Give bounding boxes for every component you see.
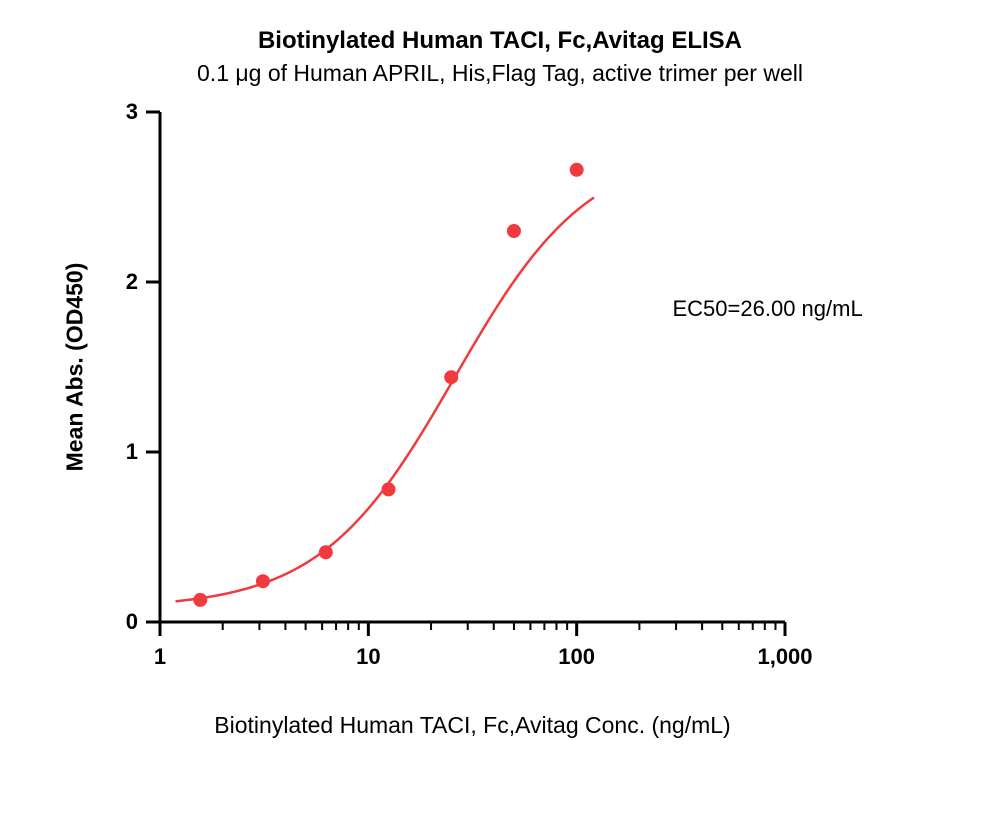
plot-area bbox=[160, 112, 785, 622]
x-tick-label: 10 bbox=[356, 644, 380, 670]
y-tick-label: 1 bbox=[108, 439, 138, 465]
chart-title: Biotinylated Human TACI, Fc,Avitag ELISA bbox=[0, 27, 1000, 55]
y-axis-title: Mean Abs. (OD450) bbox=[62, 263, 89, 472]
x-tick-label: 100 bbox=[558, 644, 595, 670]
x-axis-title: Biotinylated Human TACI, Fc,Avitag Conc.… bbox=[214, 712, 730, 739]
x-tick-label: 1,000 bbox=[757, 644, 812, 670]
chart-subtitle: 0.1 μg of Human APRIL, His,Flag Tag, act… bbox=[0, 60, 1000, 87]
x-tick-label: 1 bbox=[154, 644, 166, 670]
chart-svg bbox=[160, 112, 845, 682]
ec50-annotation: EC50=26.00 ng/mL bbox=[673, 296, 863, 322]
y-tick-label: 3 bbox=[108, 99, 138, 125]
y-tick-label: 2 bbox=[108, 269, 138, 295]
y-tick-label: 0 bbox=[108, 609, 138, 635]
chart-container: Biotinylated Human TACI, Fc,Avitag ELISA… bbox=[0, 0, 1000, 815]
